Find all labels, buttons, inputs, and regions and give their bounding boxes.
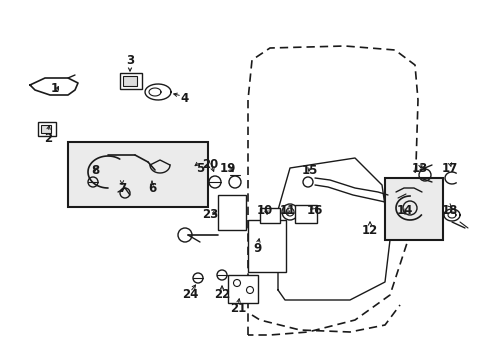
Bar [227,275,258,303]
Text: 21: 21 [229,302,245,315]
Text: 17: 17 [441,162,457,175]
Text: 4: 4 [181,91,189,104]
Text: 12: 12 [361,224,377,237]
Text: 15: 15 [301,163,318,176]
Bar [123,76,137,86]
Text: 18: 18 [441,203,457,216]
Text: 19: 19 [220,162,236,175]
Text: 1: 1 [51,81,59,94]
Bar [218,195,245,230]
Text: 11: 11 [279,203,296,216]
Text: 14: 14 [396,203,412,216]
Text: 6: 6 [147,181,156,194]
Text: 16: 16 [306,203,323,216]
Text: 3: 3 [126,54,134,67]
Text: 5: 5 [196,162,203,175]
Bar [68,142,207,207]
Bar [38,122,56,136]
Text: 20: 20 [202,158,218,171]
Text: 24: 24 [182,288,198,302]
Text: 23: 23 [202,208,218,221]
Text: 7: 7 [118,181,126,194]
Text: 22: 22 [213,288,230,302]
Text: 2: 2 [44,131,52,144]
Bar [41,125,51,133]
Bar [294,205,316,223]
Bar [260,208,280,223]
Bar [247,220,285,272]
Text: 10: 10 [256,203,273,216]
Text: 9: 9 [253,242,262,255]
Bar [120,73,142,89]
Text: 13: 13 [411,162,427,175]
Text: 8: 8 [91,163,99,176]
Bar [384,178,442,240]
